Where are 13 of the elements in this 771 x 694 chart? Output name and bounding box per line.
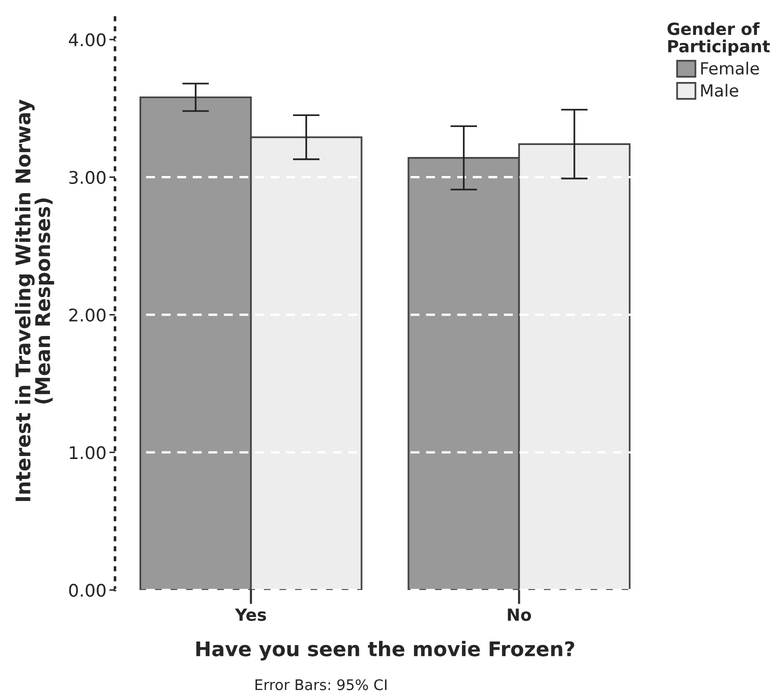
y-tick-label: 0.00 [69,584,106,597]
legend-title: Gender of Participant [668,22,770,56]
y-tick-label: 1.00 [70,446,106,460]
legend-label: Male [701,84,738,97]
legend-label: Female [701,62,759,75]
text: Error Bars: 95% CI [256,679,386,690]
x-tick-label: Yes [234,608,266,621]
y-tick-label: 3.00 [69,170,106,184]
y-tick-label: 4.00 [68,33,106,46]
x-tick-label: No [508,608,532,621]
y-tick-label: 2.00 [69,308,106,322]
x-axis-title: Have you seen the movie Frozen? [196,640,574,660]
y-axis-title: Interest in Traveling Within Norway (Mean Responses) [14,100,54,501]
